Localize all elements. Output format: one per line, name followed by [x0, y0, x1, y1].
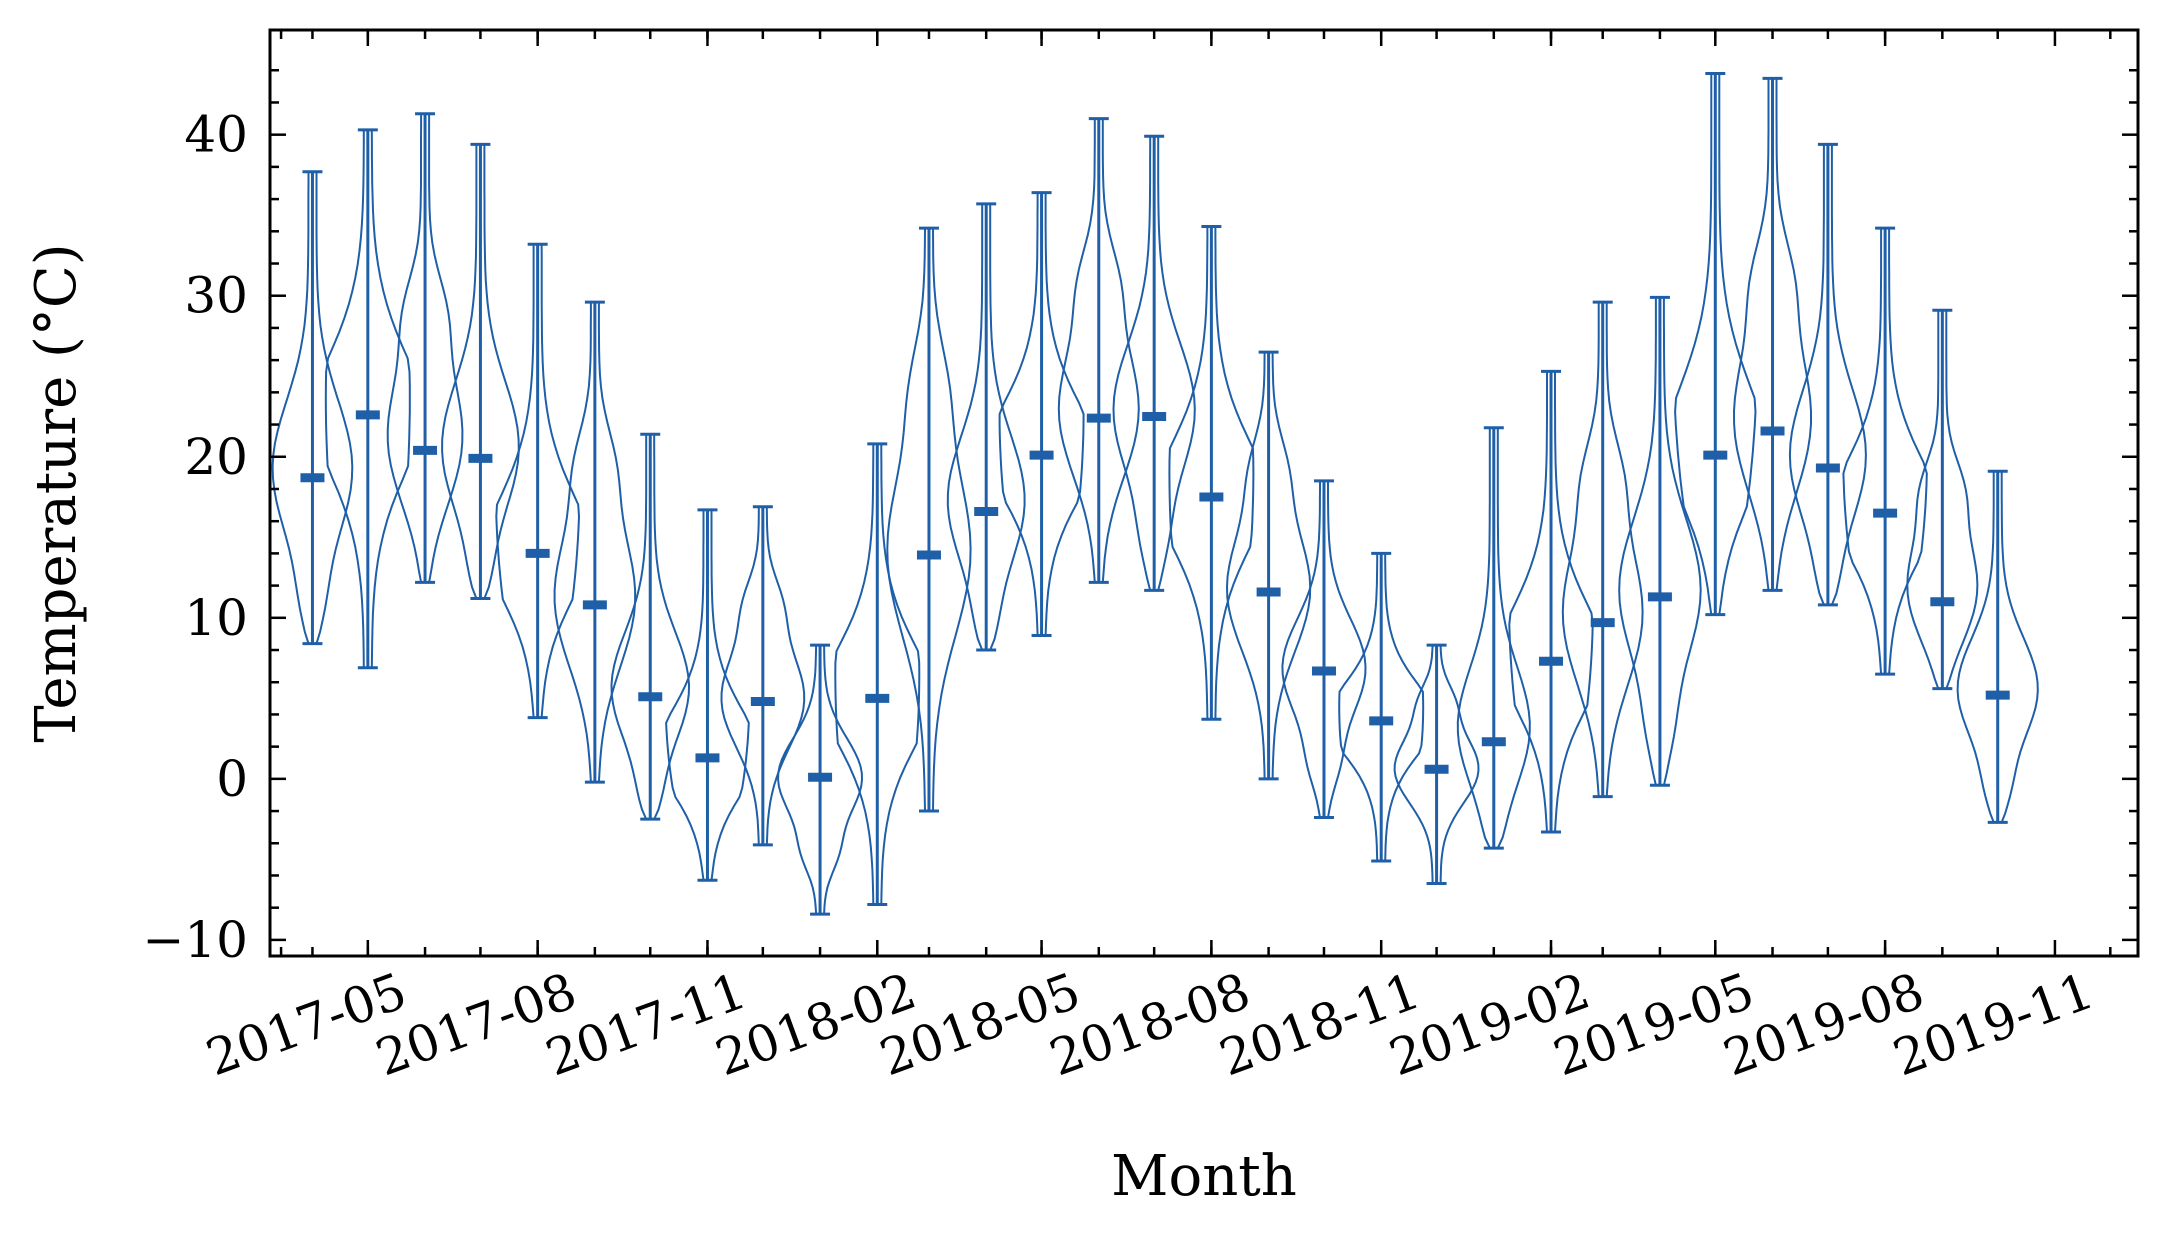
y-tick-label: 20 [184, 428, 248, 486]
y-tick-label: 30 [184, 267, 248, 325]
y-tick-label: −10 [142, 911, 248, 969]
plot-frame [268, 28, 2140, 958]
y-axis: −10 0 10 20 30 40 [142, 69, 2138, 969]
violins-layer [271, 71, 2039, 916]
y-tick-label: 40 [184, 106, 248, 164]
y-tick-label: 10 [184, 589, 248, 647]
y-axis-title: Temperature (°C) [24, 243, 89, 742]
y-tick-label: 0 [216, 750, 248, 808]
x-axis-title: Month [1111, 1144, 1297, 1209]
